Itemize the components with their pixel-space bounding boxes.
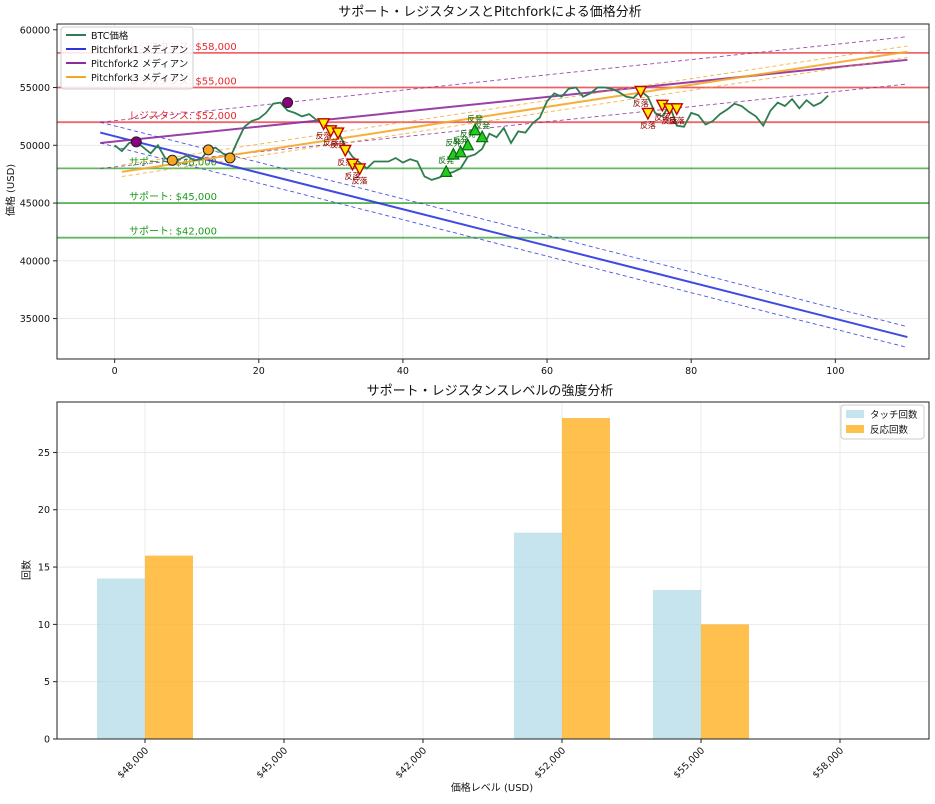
pitchfork-pivot-point xyxy=(224,152,236,164)
support-level-label: サポート: $45,000 xyxy=(129,191,217,203)
legend-label-pf2: Pitchfork2 メディアン xyxy=(91,58,188,70)
legend-label-touch: タッチ回数 xyxy=(870,409,918,421)
top-legend-box xyxy=(60,26,194,90)
top-xtick-label: 80 xyxy=(685,366,697,377)
rebound-label: 反発 xyxy=(467,113,483,123)
top-chart-title: サポート・レジスタンスとPitchforkによる価格分析 xyxy=(338,4,641,20)
top-xtick-label: 60 xyxy=(541,366,553,377)
top-ytick-label: 50000 xyxy=(20,141,50,152)
top-chart-frame xyxy=(56,23,930,360)
top-ytick-label: 40000 xyxy=(20,256,50,267)
reaction-label: 反落 xyxy=(352,175,368,185)
reaction-marker xyxy=(634,85,648,99)
bottom-chart-ylabel: 回数 xyxy=(20,560,33,580)
reaction-label: 反落 xyxy=(344,171,360,181)
legend-label-react: 反応回数 xyxy=(870,424,909,436)
rebound-marker xyxy=(475,129,489,143)
btc-price-line xyxy=(114,86,829,181)
pitchfork-pivot-point xyxy=(130,136,142,148)
legend-label-btc: BTC価格 xyxy=(91,30,129,42)
reaction-marker xyxy=(316,118,331,131)
top-chart-ticks: 0 20 40 60 80 100 35000 40000 45000 50000 55000 600… xyxy=(20,25,845,377)
top-chart-pitchforks xyxy=(99,36,908,348)
rebound-label: 反発 xyxy=(453,135,469,145)
reaction-count-bar xyxy=(701,624,749,739)
reaction-label: 反落 xyxy=(337,157,353,167)
rebound-label: 反発 xyxy=(438,155,454,165)
rebound-marker xyxy=(439,164,453,177)
pitchfork-pivot-point xyxy=(282,97,294,109)
touch-count-bar xyxy=(97,578,145,739)
rebound-marker xyxy=(454,144,468,158)
legend-swatch-react xyxy=(846,425,864,433)
pitchfork-median-line xyxy=(100,58,908,144)
bottom-ytick-label: 15 xyxy=(38,563,50,574)
bottom-ytick-label: 0 xyxy=(44,735,50,746)
bottom-chart-legend: タッチ回数 反応回数 xyxy=(840,404,925,440)
reaction-label: 反落 xyxy=(316,130,332,140)
pitchfork-upper-line xyxy=(100,121,908,328)
pitchfork-upper-line xyxy=(100,36,908,123)
bottom-ytick-label: 5 xyxy=(44,677,50,688)
top-chart-ylabel: 価格 (USD) xyxy=(4,164,17,216)
legend-label-pf3: Pitchfork3 メディアン xyxy=(91,72,188,84)
rebound-label: 反発 xyxy=(460,128,476,138)
bottom-ytick-label: 20 xyxy=(38,505,50,516)
top-xtick-label: 20 xyxy=(253,366,265,377)
bottom-ytick-label: 25 xyxy=(38,448,50,459)
reaction-label: 反落 xyxy=(662,115,678,125)
reaction-label: 反落 xyxy=(633,98,649,108)
reaction-marker xyxy=(338,144,352,158)
top-ytick-label: 60000 xyxy=(20,25,50,36)
bottom-chart-xlabel: 価格レベル (USD) xyxy=(451,781,533,794)
resistance-level-label: レジスタンス: $52,000 xyxy=(129,110,237,122)
bottom-chart-bars xyxy=(97,418,749,739)
top-xtick-label: 0 xyxy=(112,366,118,377)
pitchfork-median-line xyxy=(99,131,908,339)
reaction-label: 反落 xyxy=(669,115,685,125)
top-xtick-label: 100 xyxy=(826,366,844,377)
bottom-chart-title: サポート・レジスタンスレベルの強度分析 xyxy=(367,383,614,399)
reaction-label: 反落 xyxy=(654,112,670,122)
reaction-label: 反落 xyxy=(330,140,346,150)
pitchfork-lower-line xyxy=(100,142,908,348)
bottom-ytick-label: 10 xyxy=(38,620,50,631)
rebound-label: 反発 xyxy=(474,120,490,130)
pitchfork-median-line xyxy=(121,50,908,173)
bottom-chart-frame xyxy=(56,401,930,740)
rebound-marker xyxy=(461,138,475,151)
reaction-marker xyxy=(353,163,367,176)
pitchfork-pivot-point xyxy=(166,154,178,166)
top-ytick-label: 45000 xyxy=(20,199,50,210)
rebound-marker xyxy=(468,122,482,136)
touch-count-bar xyxy=(653,589,701,739)
reaction-marker xyxy=(670,103,684,116)
top-xtick-label: 40 xyxy=(397,366,409,377)
reaction-marker xyxy=(331,127,345,141)
reaction-label: 反落 xyxy=(323,137,339,147)
top-ytick-label: 55000 xyxy=(20,83,50,94)
top-chart-legend: BTC価格 Pitchfork1 メディアン Pitchfork2 メディアン … xyxy=(60,26,194,90)
top-chart-price xyxy=(114,86,829,181)
top-ytick-label: 35000 xyxy=(20,314,50,325)
reaction-marker xyxy=(641,107,655,121)
reaction-count-bar xyxy=(145,555,193,739)
legend-label-pf1: Pitchfork1 メディアン xyxy=(91,44,188,56)
pitchfork-pivot-point xyxy=(202,144,214,156)
legend-swatch-touch xyxy=(846,410,864,418)
support-level-label: サポート: $42,000 xyxy=(129,226,217,238)
reaction-label: 反落 xyxy=(640,120,656,130)
rebound-label: 反発 xyxy=(445,138,461,148)
reaction-count-bar xyxy=(562,418,610,739)
touch-count-bar xyxy=(514,532,562,739)
